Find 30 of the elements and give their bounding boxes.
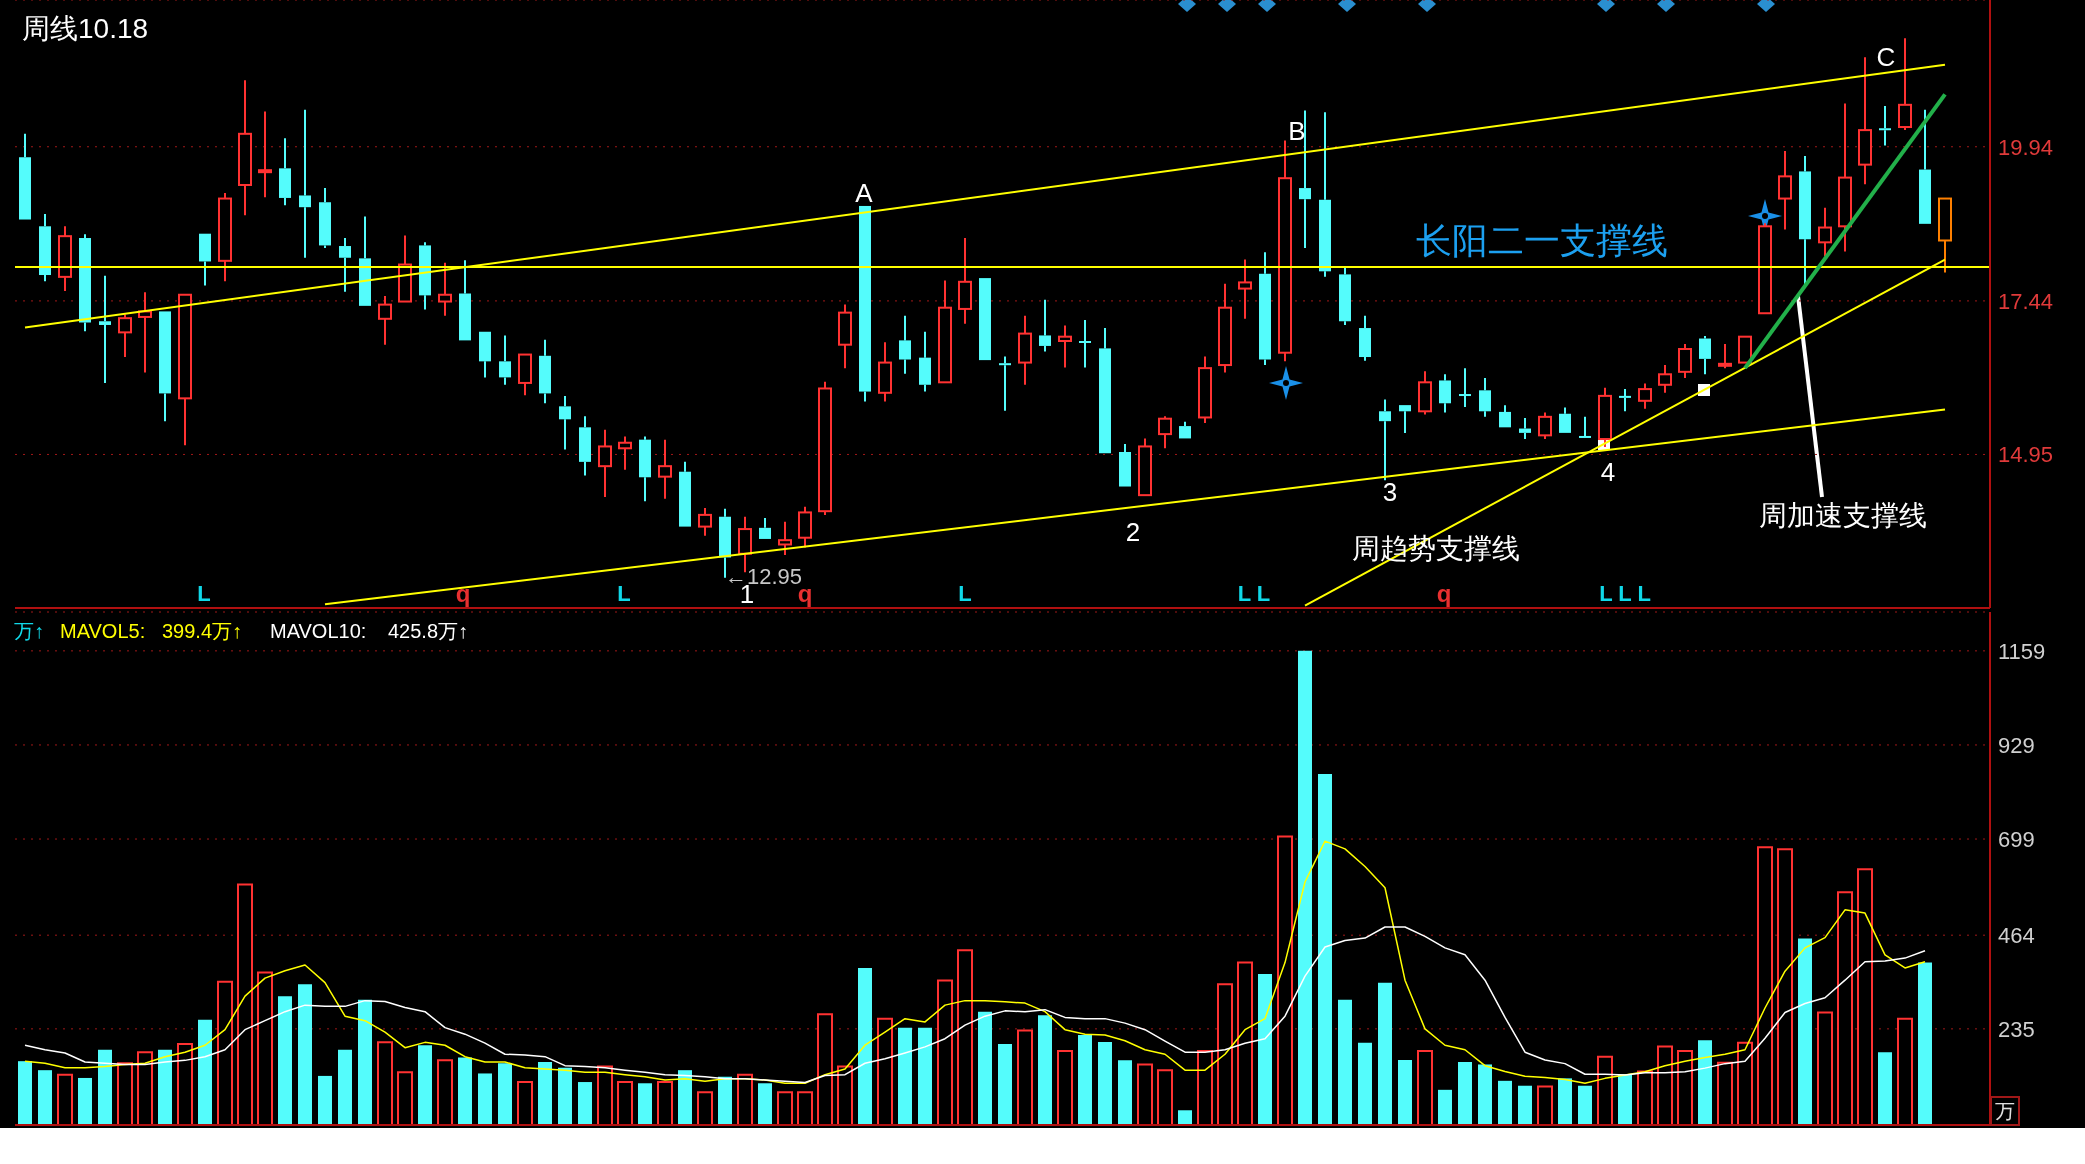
y-tick-label: 464 bbox=[1998, 922, 2035, 948]
annotation: 万↑ bbox=[14, 620, 44, 642]
annotation: q bbox=[455, 579, 471, 607]
annotation: q bbox=[1436, 579, 1452, 607]
annotation: 3 bbox=[1382, 477, 1398, 507]
annotation: 399.4万↑ bbox=[162, 620, 243, 642]
annotation: L bbox=[197, 580, 211, 606]
chart-title: 周线10.18 bbox=[22, 12, 149, 44]
annotation: A bbox=[855, 178, 874, 208]
y-tick-label: 17.44 bbox=[1998, 288, 2054, 314]
annotation: L L L bbox=[1599, 580, 1651, 606]
annotation: 4 bbox=[1600, 457, 1616, 487]
y-tick-label: 929 bbox=[1998, 732, 2035, 758]
series-label: 周趋势支撑线 bbox=[1352, 532, 1520, 564]
y-tick-label: 1159 bbox=[1998, 638, 2046, 664]
annotation: L bbox=[958, 580, 972, 606]
annotation: 2 bbox=[1125, 517, 1141, 547]
annotation: L bbox=[617, 580, 631, 606]
y-tick-label: 699 bbox=[1998, 826, 2035, 852]
annotation: B bbox=[1288, 116, 1306, 146]
y-tick-label: 19.94 bbox=[1998, 134, 2054, 160]
text: MAVOL10: bbox=[270, 620, 367, 642]
annotation: C bbox=[1876, 42, 1896, 72]
text: 周加速支撑线 bbox=[1759, 499, 1927, 531]
annotation: 425.8万↑ bbox=[388, 620, 469, 642]
text: MAVOL5: bbox=[60, 620, 146, 642]
ref-line-label: 长阳二一支撑线 bbox=[1416, 220, 1668, 261]
y-tick-label: 235 bbox=[1998, 1016, 2035, 1042]
annotation: L L bbox=[1237, 580, 1271, 606]
y-tick-label: 14.95 bbox=[1998, 442, 2054, 468]
